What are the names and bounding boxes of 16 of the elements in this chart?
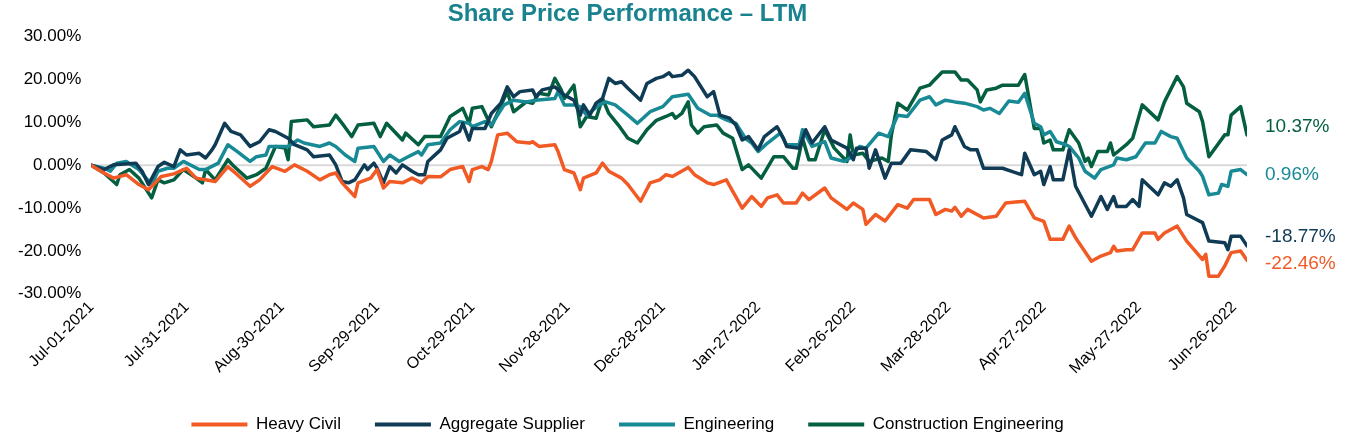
annotation: 0.96% — [1265, 162, 1319, 184]
y-tick-label: 30.00% — [23, 26, 82, 46]
legend-label: Heavy Civil — [255, 414, 341, 434]
legend-label: Construction Engineering — [872, 414, 1064, 434]
annotation: 10.37% — [1265, 114, 1330, 136]
annotation: -18.77% — [1265, 224, 1336, 246]
y-tick-label: 10.00% — [23, 112, 82, 132]
chart-title: Share Price Performance – LTM — [447, 0, 808, 27]
y-tick-label: 20.00% — [23, 69, 82, 89]
y-tick-label: 0.00% — [33, 154, 82, 174]
legend-label: Aggregate Supplier — [439, 414, 586, 434]
y-tick-label: -30.00% — [17, 283, 82, 303]
legend-label: Engineering — [683, 414, 775, 434]
y-tick-label: -10.00% — [17, 197, 82, 217]
y-tick-label: -20.00% — [17, 240, 82, 260]
annotation: -22.46% — [1265, 252, 1336, 274]
